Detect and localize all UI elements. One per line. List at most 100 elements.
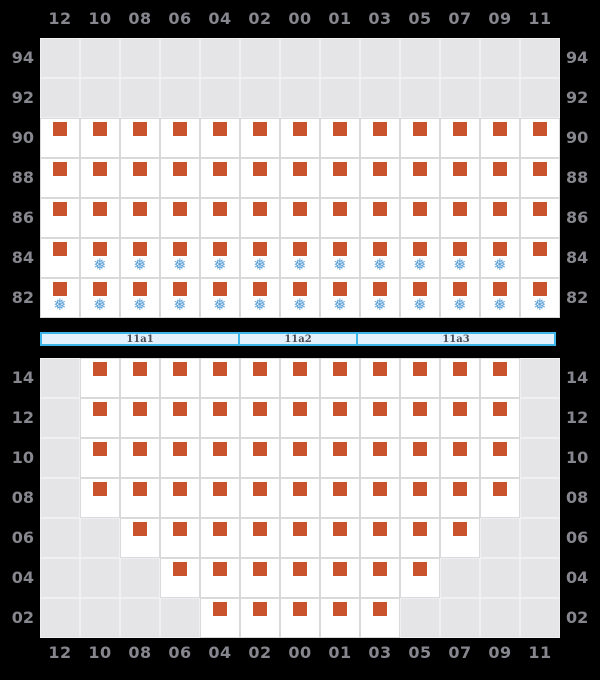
bay-cell[interactable]: ❅ <box>360 238 400 278</box>
bay-cell[interactable] <box>400 398 440 438</box>
bay-cell[interactable] <box>360 438 400 478</box>
bay-cell[interactable] <box>320 518 360 558</box>
bay-cell[interactable] <box>480 478 520 518</box>
bay-cell[interactable]: ❅ <box>280 278 320 318</box>
bay-cell[interactable] <box>440 158 480 198</box>
bay-cell[interactable] <box>440 198 480 238</box>
bay-cell[interactable]: ❅ <box>520 278 560 318</box>
bay-cell[interactable] <box>360 598 400 638</box>
bay-cell[interactable] <box>440 118 480 158</box>
bay-cell[interactable] <box>360 358 400 398</box>
bay-cell[interactable] <box>200 438 240 478</box>
bay-cell[interactable] <box>280 198 320 238</box>
bay-cell[interactable] <box>120 438 160 478</box>
hatch-cover-11a2[interactable]: 11a2 <box>238 332 358 346</box>
bay-cell[interactable] <box>200 478 240 518</box>
bay-cell[interactable] <box>440 358 480 398</box>
bay-cell[interactable] <box>160 358 200 398</box>
bay-cell[interactable] <box>80 398 120 438</box>
bay-cell[interactable]: ❅ <box>40 278 80 318</box>
bay-cell[interactable] <box>120 358 160 398</box>
bay-cell[interactable] <box>160 158 200 198</box>
bay-cell[interactable] <box>240 598 280 638</box>
bay-cell[interactable] <box>200 118 240 158</box>
bay-cell[interactable] <box>320 558 360 598</box>
bay-cell[interactable]: ❅ <box>240 238 280 278</box>
bay-cell[interactable] <box>320 398 360 438</box>
bay-cell[interactable] <box>480 398 520 438</box>
bay-cell[interactable] <box>480 118 520 158</box>
bay-cell[interactable] <box>400 558 440 598</box>
bay-cell[interactable]: ❅ <box>160 238 200 278</box>
bay-cell[interactable]: ❅ <box>200 278 240 318</box>
bay-cell[interactable]: ❅ <box>320 238 360 278</box>
bay-cell[interactable]: ❅ <box>480 238 520 278</box>
bay-cell[interactable]: ❅ <box>120 278 160 318</box>
bay-cell[interactable] <box>40 198 80 238</box>
bay-cell[interactable] <box>120 118 160 158</box>
bay-cell[interactable] <box>480 438 520 478</box>
bay-cell[interactable]: ❅ <box>280 238 320 278</box>
bay-cell[interactable] <box>400 438 440 478</box>
bay-cell[interactable] <box>320 198 360 238</box>
bay-cell[interactable] <box>120 398 160 438</box>
bay-cell[interactable] <box>80 358 120 398</box>
bay-cell[interactable] <box>160 398 200 438</box>
bay-cell[interactable] <box>160 558 200 598</box>
bay-cell[interactable] <box>320 478 360 518</box>
bay-cell[interactable] <box>360 118 400 158</box>
bay-cell[interactable] <box>520 158 560 198</box>
bay-cell[interactable] <box>120 478 160 518</box>
bay-cell[interactable]: ❅ <box>240 278 280 318</box>
bay-cell[interactable]: ❅ <box>360 278 400 318</box>
bay-cell[interactable] <box>280 478 320 518</box>
bay-cell[interactable] <box>280 518 320 558</box>
bay-cell[interactable] <box>520 238 560 278</box>
bay-cell[interactable] <box>480 198 520 238</box>
bay-cell[interactable] <box>440 478 480 518</box>
bay-cell[interactable] <box>160 438 200 478</box>
bay-cell[interactable] <box>320 598 360 638</box>
bay-cell[interactable] <box>200 198 240 238</box>
bay-cell[interactable] <box>40 158 80 198</box>
bay-cell[interactable] <box>160 118 200 158</box>
bay-cell[interactable] <box>240 198 280 238</box>
bay-cell[interactable] <box>280 398 320 438</box>
hatch-cover-11a3[interactable]: 11a3 <box>356 332 556 346</box>
bay-cell[interactable] <box>480 158 520 198</box>
bay-cell[interactable] <box>120 198 160 238</box>
bay-cell[interactable] <box>400 158 440 198</box>
bay-cell[interactable] <box>280 158 320 198</box>
bay-cell[interactable] <box>200 358 240 398</box>
bay-cell[interactable] <box>240 158 280 198</box>
bay-cell[interactable] <box>360 198 400 238</box>
bay-cell[interactable] <box>40 118 80 158</box>
bay-cell[interactable] <box>320 118 360 158</box>
bay-cell[interactable] <box>520 118 560 158</box>
bay-cell[interactable] <box>240 518 280 558</box>
bay-cell[interactable] <box>120 518 160 558</box>
bay-cell[interactable] <box>200 398 240 438</box>
bay-cell[interactable] <box>240 358 280 398</box>
bay-cell[interactable] <box>160 478 200 518</box>
bay-cell[interactable] <box>360 518 400 558</box>
bay-cell[interactable] <box>400 478 440 518</box>
bay-cell[interactable] <box>400 198 440 238</box>
bay-cell[interactable] <box>360 398 400 438</box>
bay-cell[interactable] <box>240 118 280 158</box>
bay-cell[interactable] <box>160 198 200 238</box>
bay-cell[interactable] <box>280 358 320 398</box>
bay-cell[interactable] <box>240 438 280 478</box>
bay-cell[interactable] <box>280 118 320 158</box>
bay-cell[interactable] <box>200 518 240 558</box>
bay-cell[interactable] <box>80 478 120 518</box>
bay-cell[interactable] <box>80 198 120 238</box>
bay-cell[interactable]: ❅ <box>400 278 440 318</box>
bay-cell[interactable]: ❅ <box>120 238 160 278</box>
bay-cell[interactable] <box>360 558 400 598</box>
bay-cell[interactable]: ❅ <box>480 278 520 318</box>
bay-cell[interactable] <box>280 558 320 598</box>
bay-cell[interactable] <box>200 158 240 198</box>
bay-cell[interactable] <box>240 398 280 438</box>
bay-cell[interactable]: ❅ <box>400 238 440 278</box>
